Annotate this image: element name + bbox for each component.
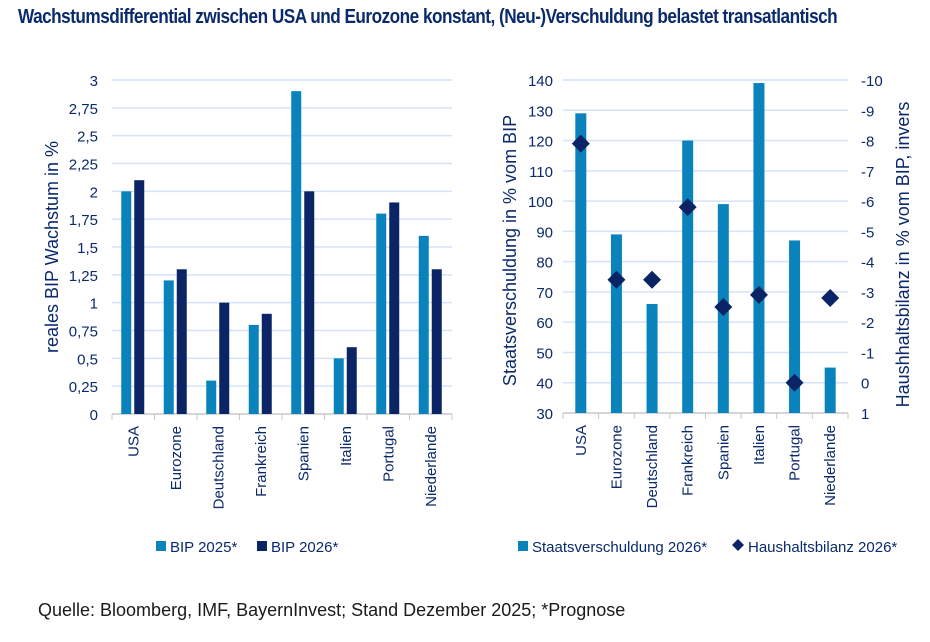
bar-bip-2025 bbox=[248, 324, 259, 414]
bar-bip-2026 bbox=[304, 191, 315, 414]
y-tick-label: 0,5 bbox=[77, 351, 98, 368]
y-tick-label: 50 bbox=[536, 345, 553, 362]
x-tick-label: USA bbox=[125, 426, 142, 457]
y-tick-label: 1,75 bbox=[69, 212, 98, 229]
bar-bip-2026 bbox=[176, 269, 187, 414]
legend-label-staatsverschuldung: Staatsverschuldung 2026* bbox=[532, 539, 707, 556]
y2-tick-label: -4 bbox=[861, 255, 874, 272]
bar-staatsverschuldung bbox=[682, 140, 694, 413]
bar-bip-2025 bbox=[333, 358, 344, 414]
bar-staatsverschuldung bbox=[753, 83, 765, 413]
bar-bip-2025 bbox=[121, 191, 132, 414]
y-tick-label: 70 bbox=[536, 285, 553, 302]
y2-axis-label: Haushhaltsbilanz in % vom BIP, invers bbox=[893, 102, 913, 408]
y2-tick-label: -5 bbox=[861, 224, 874, 241]
y-tick-label: 40 bbox=[536, 376, 553, 393]
diamond-haushaltsbilanz bbox=[749, 285, 768, 304]
bar-bip-2025 bbox=[163, 280, 174, 414]
diamond-haushaltsbilanz bbox=[571, 134, 590, 153]
y2-tick-label: -3 bbox=[861, 285, 874, 302]
y-tick-label: 0 bbox=[90, 407, 98, 424]
bar-staatsverschuldung bbox=[646, 304, 658, 413]
y-axis-label: reales BIP Wachstum in % bbox=[42, 141, 62, 353]
x-tick-label: Italien bbox=[751, 425, 768, 465]
x-tick-label: Spanien bbox=[295, 426, 312, 481]
y-tick-label: 2,25 bbox=[69, 157, 98, 174]
y-tick-label: 90 bbox=[536, 224, 553, 241]
y-tick-label: 0,25 bbox=[69, 379, 98, 396]
legend-label-bip-2026: BIP 2026* bbox=[271, 539, 338, 556]
x-tick-label: Niederlande bbox=[423, 426, 440, 507]
y-tick-label: 2,5 bbox=[77, 129, 98, 146]
bar-bip-2026 bbox=[219, 302, 230, 414]
legend-swatch-bip-2025 bbox=[156, 541, 166, 551]
y-tick-label: 1 bbox=[90, 296, 98, 313]
y2-tick-label: -10 bbox=[861, 73, 883, 90]
x-tick-label: Eurozone bbox=[608, 425, 625, 489]
bar-staatsverschuldung bbox=[824, 367, 836, 413]
x-tick-label: USA bbox=[573, 425, 590, 456]
legend-label-bip-2025: BIP 2025* bbox=[170, 539, 237, 556]
x-tick-label: Frankreich bbox=[680, 425, 697, 496]
bar-bip-2026 bbox=[134, 180, 145, 414]
bar-bip-2025 bbox=[206, 380, 217, 414]
y-tick-label: 120 bbox=[528, 134, 553, 151]
bar-staatsverschuldung bbox=[575, 113, 587, 414]
y-tick-label: 130 bbox=[528, 103, 553, 120]
y-tick-label: 1,5 bbox=[77, 240, 98, 257]
diamond-haushaltsbilanz bbox=[714, 298, 733, 317]
y-tick-label: 3 bbox=[90, 73, 98, 90]
y2-tick-label: -9 bbox=[861, 103, 874, 120]
y-tick-label: 0,75 bbox=[69, 324, 98, 341]
bar-bip-2026 bbox=[261, 313, 272, 414]
y-tick-label: 60 bbox=[536, 315, 553, 332]
bar-bip-2025 bbox=[291, 91, 302, 414]
bar-bip-2026 bbox=[346, 347, 357, 414]
legend-swatch-haushaltsbilanz bbox=[732, 539, 744, 551]
bar-bip-2026 bbox=[389, 202, 400, 414]
y2-tick-label: -1 bbox=[861, 345, 874, 362]
diamond-haushaltsbilanz bbox=[821, 288, 840, 307]
y2-tick-label: 1 bbox=[861, 406, 869, 423]
diamond-haushaltsbilanz bbox=[607, 270, 626, 289]
x-tick-label: Portugal bbox=[787, 425, 804, 481]
x-tick-label: Italien bbox=[338, 426, 355, 466]
y-tick-label: 100 bbox=[528, 194, 553, 211]
bar-staatsverschuldung bbox=[610, 234, 622, 413]
y-tick-label: 1,25 bbox=[69, 268, 98, 285]
source-note: Quelle: Bloomberg, IMF, BayernInvest; St… bbox=[38, 600, 626, 620]
y-tick-label: 140 bbox=[528, 73, 553, 90]
x-tick-label: Deutschland bbox=[644, 425, 661, 508]
y2-tick-label: -6 bbox=[861, 194, 874, 211]
y2-tick-label: -7 bbox=[861, 164, 874, 181]
x-tick-label: Spanien bbox=[715, 425, 732, 480]
y-tick-label: 30 bbox=[536, 406, 553, 423]
y2-tick-label: -8 bbox=[861, 134, 874, 151]
bar-bip-2025 bbox=[376, 213, 387, 414]
bar-staatsverschuldung bbox=[789, 240, 801, 413]
y-tick-label: 80 bbox=[536, 255, 553, 272]
y2-tick-label: 0 bbox=[861, 376, 869, 393]
x-tick-label: Frankreich bbox=[253, 426, 270, 497]
legend-swatch-staatsverschuldung bbox=[518, 541, 528, 551]
y-tick-label: 110 bbox=[529, 164, 553, 181]
y-axis-label: Staatsverschuldung in % vom BIP bbox=[500, 115, 520, 386]
y-tick-label: 2,75 bbox=[69, 101, 98, 118]
x-tick-label: Deutschland bbox=[210, 426, 227, 509]
diamond-haushaltsbilanz bbox=[643, 270, 662, 289]
bar-bip-2025 bbox=[418, 235, 429, 414]
legend-swatch-bip-2026 bbox=[257, 541, 267, 551]
y-tick-label: 2 bbox=[90, 184, 98, 201]
chart-title: Wachstumsdifferential zwischen USA und E… bbox=[18, 6, 838, 28]
bar-bip-2026 bbox=[431, 269, 442, 414]
y2-tick-label: -2 bbox=[861, 315, 874, 332]
legend-label-haushaltsbilanz: Haushaltsbilanz 2026* bbox=[748, 539, 897, 556]
x-tick-label: Eurozone bbox=[168, 426, 185, 490]
diamond-haushaltsbilanz bbox=[678, 198, 697, 217]
x-tick-label: Portugal bbox=[380, 426, 397, 482]
x-tick-label: Niederlande bbox=[822, 425, 839, 506]
diamond-haushaltsbilanz bbox=[785, 373, 804, 392]
